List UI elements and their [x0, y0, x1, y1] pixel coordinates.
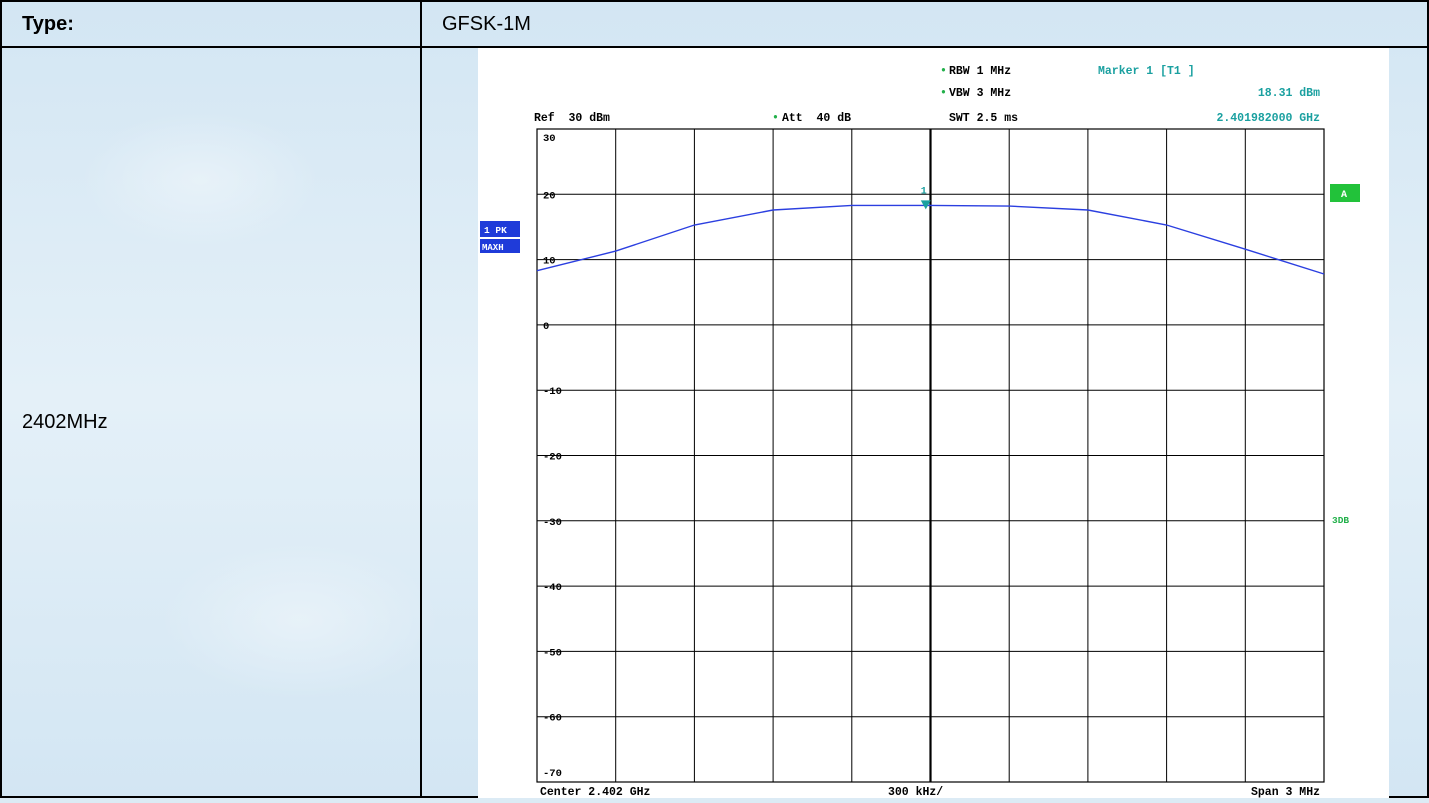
spectrum-chart: • RBW 1 MHz • VBW 3 MHz Ref 30 dBm • Att…	[480, 65, 1360, 799]
frequency-label: 2402MHz	[22, 410, 108, 433]
marker-1: 1	[920, 186, 931, 210]
y-tick-label: -40	[543, 582, 562, 594]
spectrum-plot-panel: • RBW 1 MHz • VBW 3 MHz Ref 30 dBm • Att…	[478, 48, 1389, 799]
frequency-label-cell: 2402MHz	[0, 46, 422, 798]
y-tick-label: -30	[543, 517, 562, 529]
y-tick-label: -50	[543, 647, 562, 659]
trace-a-badge	[1330, 184, 1360, 202]
type-value-cell: GFSK-1M	[420, 0, 1429, 48]
center-freq-text: Center 2.402 GHz	[540, 786, 651, 798]
y-tick-label: 0	[543, 321, 549, 333]
frequency-row: 2402MHz • RBW 1 MHz • VBW 3 MHz Ref 30 d…	[0, 46, 1429, 799]
trace-a-badge-text: A	[1341, 190, 1347, 201]
y-tick-label: 30	[543, 133, 556, 145]
y-tick-label: 10	[543, 256, 556, 268]
type-value: GFSK-1M	[442, 12, 531, 35]
att-text: Att 40 dB	[782, 112, 851, 125]
span-text: Span 3 MHz	[1251, 786, 1320, 798]
trace-badge-top-text: 1 PK	[484, 225, 507, 236]
db3-indicator-text: 3DB	[1332, 515, 1349, 526]
marker-1-triangle	[920, 200, 931, 210]
y-tick-label: -20	[543, 452, 562, 464]
marker-title-text: Marker 1 [T1 ]	[1098, 65, 1195, 78]
spectrum-trace	[536, 204, 1325, 275]
att-bullet: •	[772, 112, 779, 125]
trace-badge-bottom	[480, 239, 520, 253]
y-tick-label: -10	[543, 386, 562, 398]
marker-1-label: 1	[921, 186, 927, 197]
trace-badge-bottom-text: MAXH	[482, 243, 504, 253]
ref-level-text: Ref 30 dBm	[534, 112, 610, 125]
type-label: Type:	[22, 12, 74, 35]
freq-per-div-text: 300 kHz/	[888, 786, 943, 798]
spectrum-chart-cell: • RBW 1 MHz • VBW 3 MHz Ref 30 dBm • Att…	[420, 46, 1429, 799]
swt-text: SWT 2.5 ms	[949, 112, 1018, 125]
marker-freq-text: 2.401982000 GHz	[1216, 112, 1320, 125]
rbw-text: RBW 1 MHz	[949, 65, 1011, 78]
type-label-cell: Type:	[0, 0, 422, 48]
vbw-text: VBW 3 MHz	[949, 87, 1011, 100]
marker-level-text: 18.31 dBm	[1258, 87, 1320, 100]
plot-grid	[536, 128, 1325, 783]
y-tick-label: -70	[543, 768, 562, 780]
vbw-bullet: •	[940, 87, 947, 100]
type-row: Type: GFSK-1M	[0, 0, 1429, 48]
rbw-bullet: •	[940, 65, 947, 78]
y-tick-label: 20	[543, 190, 556, 202]
trace-badge-top	[480, 221, 520, 237]
y-tick-label: -60	[543, 713, 562, 725]
trace-badge-group: 1 PK MAXH	[480, 221, 520, 253]
